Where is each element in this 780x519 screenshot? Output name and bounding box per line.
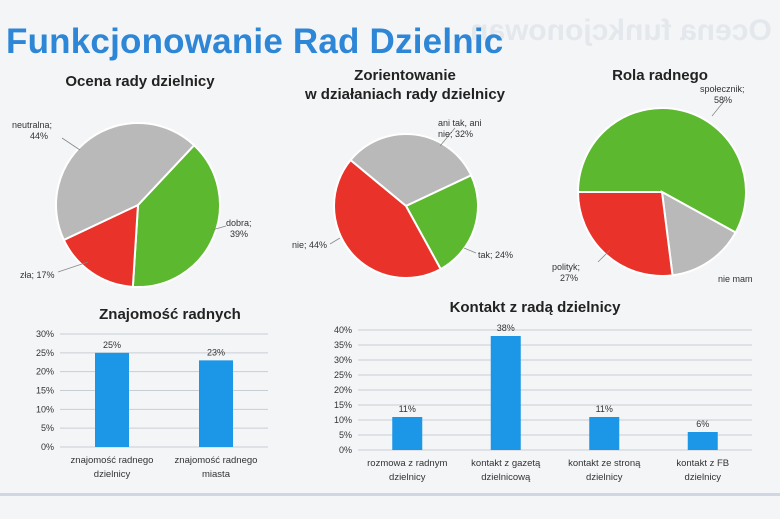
bar1-value-label-1: 23% [207,347,225,357]
pie3-title: Rola radnego [612,67,708,84]
bar2-category-label-2: kontakt ze stroną [568,458,641,469]
pie1-slice-0 [131,143,221,288]
pie3-label-social-value: 58% [714,95,733,105]
pie-leader-line-0 [61,137,81,151]
pie2-label-neutral: ani tak, ani nie; 32% [438,118,482,140]
bar1-category-label-0: dzielnicy [94,469,131,480]
pie2-slice-1 [404,174,479,271]
pie1-label-neutral: neutralna; 44% [12,120,52,142]
pie-leader-line-1 [211,225,227,231]
pie3-label-politician: polityk; 27% [552,262,580,284]
bar2-value-label-2: 11% [596,404,613,414]
bar2-bar-3 [687,432,718,450]
bar1-category-label-0: znajomość radnego [71,455,154,466]
pie-leader-line-5 [329,237,341,245]
pie2-label-no: nie; 44% [292,240,328,250]
bar2-value-label-3: 6% [696,419,709,429]
pie3-label-none: nie mam [718,274,753,284]
bar2-bar-2 [589,417,620,450]
bar1-y-tick: 15% [36,386,54,396]
bar1-y-tick: 5% [41,423,54,433]
pie2-label-neutral-line1: ani tak, ani [438,118,482,128]
bar2-category-label-1: dzielnicową [481,472,531,483]
pie3-label-social: społecznik; 58% [700,84,745,106]
bar1-y-tick: 10% [36,404,54,414]
pie3-slice-2 [576,191,674,277]
bar2-category-label-3: dzielnicy [685,472,722,483]
pie-leader-line-7 [597,249,611,263]
bar2-bar-0 [392,417,423,450]
pie1-label-bad: zła; 17% [20,270,55,280]
pie1-label-neutral-value: 44% [30,131,49,141]
pie1-label-good-name: dobra; [226,218,252,228]
bar1-y-tick: 30% [36,329,54,339]
bar1-bar-1 [199,360,233,447]
pie-leader-line-3 [439,127,456,147]
pie3-label-politician-value: 27% [560,273,579,283]
bar2-y-tick: 10% [334,415,352,425]
bar2-y-tick: 5% [339,430,352,440]
bar1-y-tick: 20% [36,367,54,377]
bar2-bar-1 [490,336,521,450]
pie2-title-line1: Zorientowanie [354,67,456,84]
pie-leader-line-4 [463,247,477,254]
bar2-category-label-0: rozmowa z radnym [367,458,447,469]
bar2-y-tick: 15% [334,400,352,410]
pie3-label-social-name: społecznik; [700,84,745,94]
footer-line [0,493,780,496]
pie1-label-good-value: 39% [230,229,249,239]
pie2-title-line2: w działaniach rady dzielnicy [304,86,506,103]
bar2-category-label-3: kontakt z FB [676,458,729,469]
pie1-title: Ocena rady dzielnicy [65,73,215,90]
bar2-y-tick: 20% [334,385,352,395]
bar2-category-label-2: dzielnicy [586,472,623,483]
pie-leader-line-2 [57,261,89,273]
pie-leader-line-6 [711,99,726,117]
pie1-label-neutral-name: neutralna; [12,120,53,130]
pie1-slice-1 [62,203,140,288]
pie3-slice-1 [660,190,737,277]
bar2-y-tick: 0% [339,445,352,455]
pie3-label-politician-name: polityk; [552,262,581,272]
bar1-bar-0 [95,352,129,447]
pie2-slice-0 [349,133,473,208]
bar2-title: Kontakt z radą dzielnicy [449,299,621,316]
bar2-y-tick: 25% [334,370,352,380]
bar1-category-label-1: miasta [202,469,231,480]
pie3-slice-0 [576,107,747,234]
bar1-value-label-0: 25% [103,340,121,350]
bar2-value-label-1: 38% [497,323,515,333]
bar1-y-tick: 25% [36,348,54,358]
bar1-category-label-1: znajomość radnego [175,455,258,466]
pie1-label-good: dobra; 39% [226,218,252,240]
bar2-y-tick: 35% [334,340,352,350]
bar1-title: Znajomość radnych [99,306,241,323]
pie2-label-yes: tak; 24% [478,250,514,260]
pie2-slice-2 [333,158,443,279]
bar2-y-tick: 30% [334,355,352,365]
pie2-label-neutral-line2: nie; 32% [438,129,474,139]
pie2-title: Zorientowanie w działaniach rady dzielni… [290,66,520,104]
bar1-y-tick: 0% [41,442,54,452]
bar2-value-label-0: 11% [399,404,416,414]
pie1-slice-2 [55,122,196,242]
bar2-category-label-1: kontakt z gazetą [471,458,541,469]
bar2-category-label-0: dzielnicy [389,472,426,483]
bar2-y-tick: 40% [334,325,352,335]
page-title: Funkcjonowanie Rad Dzielnic [6,22,504,61]
